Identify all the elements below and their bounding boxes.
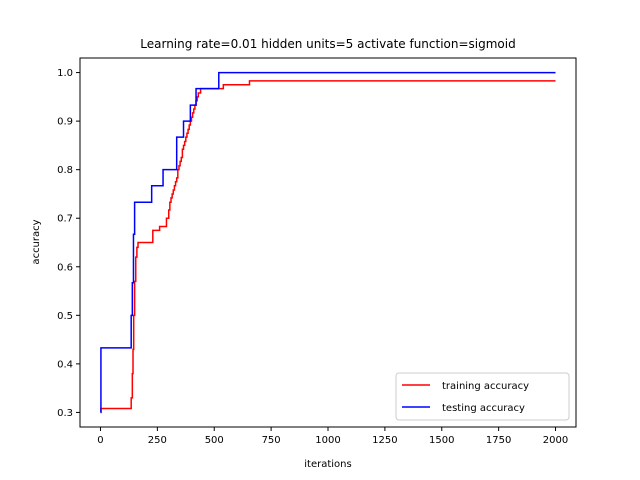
- x-tick-label: 500: [205, 435, 224, 446]
- y-tick-label: 0.6: [57, 262, 73, 273]
- x-axis: 0 250 500 750 1000 1250 1500 1750 2000: [97, 427, 568, 446]
- y-tick-label: 0.9: [57, 117, 73, 128]
- y-tick-label: 1.0: [57, 68, 73, 79]
- y-axis-label: accuracy: [31, 219, 42, 264]
- y-axis: 0.3 0.4 0.5 0.6 0.7 0.8 0.9 1.0: [57, 68, 80, 419]
- axes-frame: [79, 57, 577, 428]
- y-tick-label: 0.5: [57, 311, 73, 322]
- x-axis-label: iterations: [304, 459, 351, 470]
- x-tick-label: 1750: [486, 435, 511, 446]
- x-tick-label: 1500: [429, 435, 454, 446]
- legend-box: [395, 372, 570, 421]
- x-tick-label: 750: [262, 435, 281, 446]
- chart-title: Learning rate=0.01 hidden units=5 activa…: [140, 37, 515, 51]
- y-tick-label: 0.7: [57, 214, 73, 225]
- x-tick-label: 1250: [372, 435, 397, 446]
- series-line-testing: [100, 71, 556, 414]
- x-tick-label: 250: [148, 435, 167, 446]
- x-tick-label: 0: [97, 435, 103, 446]
- legend-label-testing: testing accuracy: [442, 403, 525, 414]
- x-tick-label: 1000: [315, 435, 340, 446]
- series-layer: [100, 71, 556, 414]
- series-line-training: [100, 80, 556, 414]
- legend-label-training: training accuracy: [442, 381, 529, 392]
- legend: training accuracy testing accuracy: [395, 372, 570, 421]
- y-tick-label: 0.3: [57, 408, 73, 419]
- x-tick-label: 2000: [543, 435, 568, 446]
- y-tick-label: 0.4: [57, 359, 73, 370]
- y-tick-label: 0.8: [57, 165, 73, 176]
